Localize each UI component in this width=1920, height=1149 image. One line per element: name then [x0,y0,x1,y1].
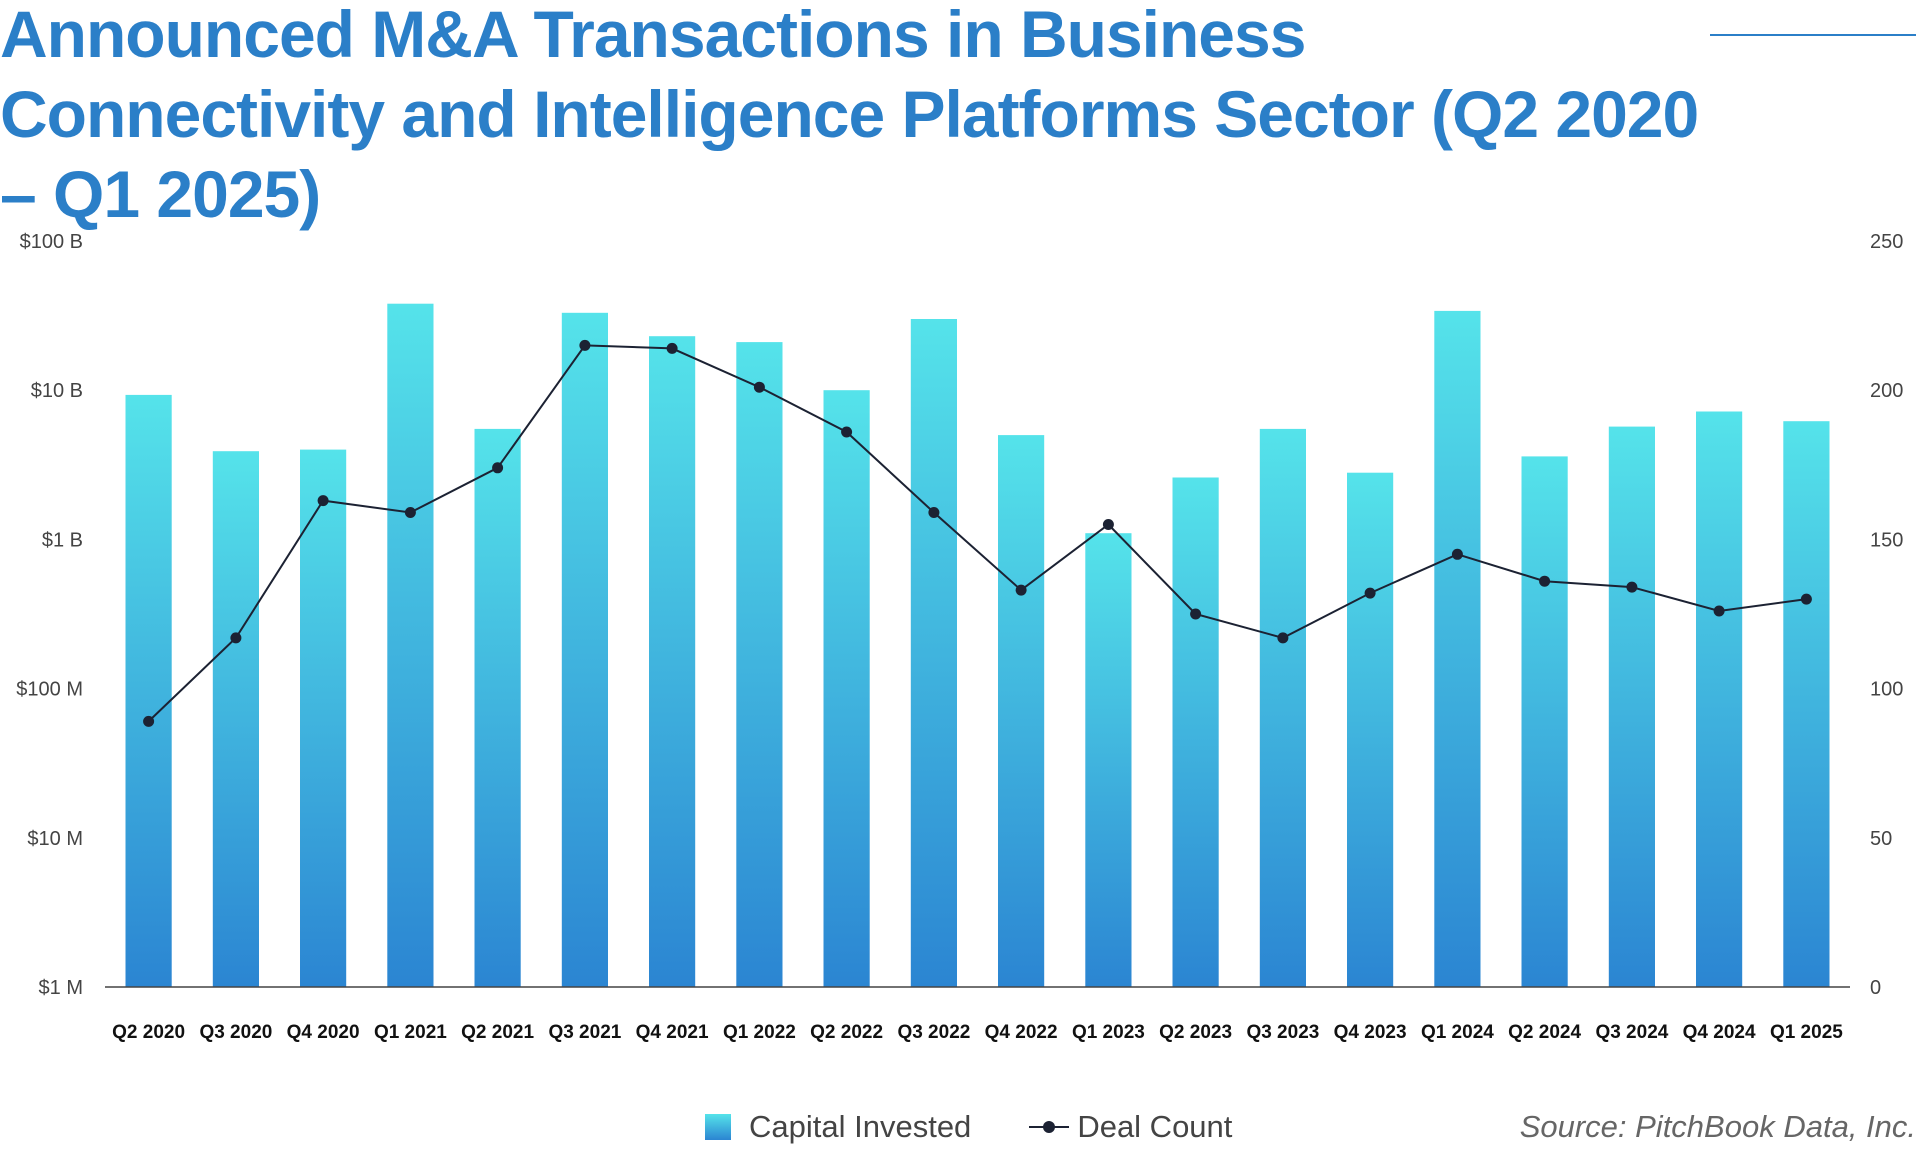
x-tick-label: Q4 2024 [1683,1022,1756,1043]
x-tick-label: Q2 2023 [1159,1022,1232,1043]
x-tick-label: Q3 2022 [897,1022,970,1043]
left-tick-label: $10 B [31,380,83,402]
deal-count-point [1364,587,1376,599]
deal-count-point [317,495,329,507]
left-tick-label: $100 M [16,679,83,701]
deal-count-point [1190,608,1202,620]
deal-count-point [1277,632,1289,644]
deal-count-point [1539,575,1551,587]
bar-q3-2021 [561,312,608,987]
x-tick-label: Q1 2024 [1421,1022,1494,1043]
deal-count-point [230,632,242,644]
bar-q2-2022 [823,390,870,987]
x-tick-label: Q3 2020 [199,1022,272,1043]
right-tick-label: 100 [1870,679,1903,701]
x-tick-label: Q2 2020 [112,1022,185,1043]
x-tick-label: Q4 2020 [287,1022,360,1043]
capital-invested-swatch [705,1114,731,1140]
x-tick-label: Q4 2023 [1334,1022,1407,1043]
right-tick-label: 250 [1870,231,1903,253]
deal-count-point [1800,593,1812,605]
bar-q2-2024 [1521,456,1568,987]
x-tick-label: Q2 2024 [1508,1022,1581,1043]
bar-q1-2021 [387,303,434,987]
deal-count-point [1451,548,1463,560]
x-tick-label: Q3 2024 [1595,1022,1668,1043]
left-tick-label: $100 B [20,231,83,253]
deal-count-line [147,344,1807,723]
deal-count-point [1626,581,1638,593]
x-tick-label: Q4 2022 [985,1022,1058,1043]
x-tick-label: Q1 2022 [723,1022,796,1043]
deal-count-point [753,381,765,393]
legend-label-capital-invested: Capital Invested [749,1109,972,1144]
bars-layer [125,303,1830,988]
legend-label-deal-count: Deal Count [1077,1109,1233,1144]
x-tick-label: Q2 2022 [810,1022,883,1043]
deal-count-point [666,342,678,354]
deal-count-point [841,426,853,438]
source-note: Source: PitchBook Data, Inc. [1519,1109,1916,1144]
x-tick-label: Q4 2021 [636,1022,709,1043]
bar-q3-2020 [212,451,259,987]
bar-q3-2023 [1259,428,1306,987]
bar-q3-2022 [910,319,957,987]
left-tick-label: $1 M [39,977,83,999]
bar-q1-2024 [1434,310,1481,987]
title-rule [1710,34,1916,36]
legend-item-capital-invested: Capital Invested [705,1109,971,1145]
x-axis: Q2 2020 Q3 2020 Q4 2020 Q1 2021 Q2 2021 Q3 20… [112,1022,1843,1043]
deal-count-point [1713,605,1725,617]
x-tick-label: Q1 2025 [1770,1022,1843,1043]
right-tick-label: 0 [1870,977,1881,999]
right-tick-label: 50 [1870,828,1892,850]
right-tick-label: 200 [1870,380,1903,402]
x-tick-label: Q3 2023 [1246,1022,1319,1043]
deal-count-point [492,462,504,474]
bar-q4-2024 [1696,411,1743,987]
x-tick-label: Q3 2021 [548,1022,621,1043]
right-tick-label: 150 [1870,529,1903,551]
left-axis: $1 M $10 M $100 M $1 B $10 B $100 B [16,231,83,999]
deal-count-point [579,339,591,351]
deal-count-point [1015,584,1027,596]
bar-q2-2021 [474,428,521,987]
bar-q2-2020 [125,394,172,987]
bar-q4-2023 [1347,472,1394,987]
bar-q4-2021 [649,336,696,987]
left-tick-label: $1 B [42,529,83,551]
bar-q4-2020 [300,449,347,988]
deal-count-point [1102,519,1114,530]
chart-title: Announced M&A Transactions in Business C… [0,0,1699,231]
left-tick-label: $10 M [27,828,83,850]
bar-q1-2025 [1783,421,1830,987]
legend-item-deal-count: Deal Count [1029,1109,1232,1145]
deal-count-point [404,507,416,518]
deal-count-point [928,507,940,518]
legend: Capital Invested Deal Count [705,1105,1290,1149]
bar-q1-2023 [1085,533,1132,987]
deal-count-point [143,715,155,727]
x-tick-label: Q1 2023 [1072,1022,1145,1043]
deal-count-swatch [1029,1121,1070,1133]
x-tick-label: Q1 2021 [374,1022,447,1043]
bar-q4-2022 [998,435,1045,988]
x-tick-label: Q2 2021 [461,1022,534,1043]
chart: $1 M $10 M $100 M $1 B $10 B $100 B 0 50 100 150… [16,231,1903,1043]
right-axis: 0 50 100 150 200 250 [1870,231,1903,999]
bar-q1-2022 [736,342,783,988]
deal-count-line-layer [143,339,1812,727]
bar-q2-2023 [1172,477,1219,987]
bar-q3-2024 [1608,426,1655,988]
